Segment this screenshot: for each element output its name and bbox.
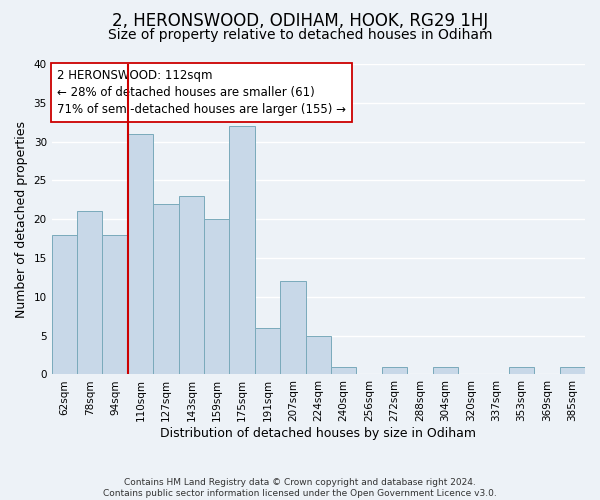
Text: 2, HERONSWOOD, ODIHAM, HOOK, RG29 1HJ: 2, HERONSWOOD, ODIHAM, HOOK, RG29 1HJ bbox=[112, 12, 488, 30]
Bar bbox=[103, 235, 128, 374]
X-axis label: Distribution of detached houses by size in Odiham: Distribution of detached houses by size … bbox=[160, 427, 476, 440]
Bar bbox=[331, 366, 356, 374]
Bar bbox=[77, 212, 103, 374]
Bar bbox=[153, 204, 179, 374]
Bar bbox=[280, 282, 305, 374]
Bar bbox=[204, 219, 229, 374]
Bar bbox=[128, 134, 153, 374]
Bar bbox=[305, 336, 331, 374]
Bar bbox=[255, 328, 280, 374]
Text: Contains HM Land Registry data © Crown copyright and database right 2024.
Contai: Contains HM Land Registry data © Crown c… bbox=[103, 478, 497, 498]
Y-axis label: Number of detached properties: Number of detached properties bbox=[15, 120, 28, 318]
Bar bbox=[560, 366, 585, 374]
Bar bbox=[509, 366, 534, 374]
Bar bbox=[433, 366, 458, 374]
Text: 2 HERONSWOOD: 112sqm
← 28% of detached houses are smaller (61)
71% of semi-detac: 2 HERONSWOOD: 112sqm ← 28% of detached h… bbox=[57, 68, 346, 116]
Bar bbox=[229, 126, 255, 374]
Bar bbox=[179, 196, 204, 374]
Bar bbox=[382, 366, 407, 374]
Text: Size of property relative to detached houses in Odiham: Size of property relative to detached ho… bbox=[108, 28, 492, 42]
Bar bbox=[52, 235, 77, 374]
